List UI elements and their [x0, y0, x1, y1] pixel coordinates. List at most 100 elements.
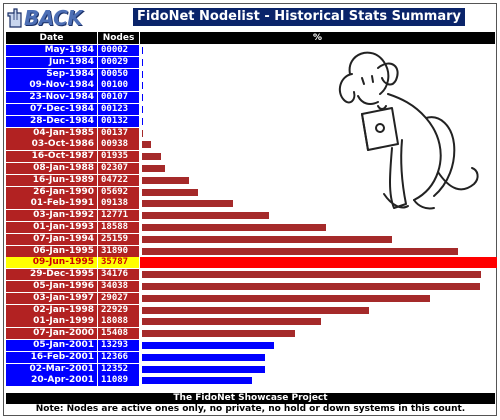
row-bar — [142, 271, 481, 279]
row-date: 16-Jun-1989 — [6, 174, 97, 186]
row-bar — [142, 365, 265, 373]
row-date: 01-Feb-1991 — [6, 198, 97, 210]
table-row: 03-Oct-1986 00938 — [4, 139, 496, 151]
row-nodes: 00029 — [98, 56, 139, 68]
table-row: 23-Nov-1984 00107 — [4, 92, 496, 104]
row-nodes: 13293 — [98, 339, 139, 351]
row-date: 28-Dec-1984 — [6, 115, 97, 127]
table-row: 29-Dec-1995 34176 — [4, 269, 496, 281]
table-row: 01-Jan-1993 18588 — [4, 221, 496, 234]
back-label: BACK — [24, 6, 83, 30]
row-bar — [142, 294, 430, 302]
row-nodes: 00002 — [98, 45, 139, 56]
row-bar — [142, 129, 143, 137]
table-row: 16-Jun-1989 04722 — [4, 174, 496, 187]
row-bar — [142, 247, 458, 255]
row-nodes: 18088 — [98, 316, 139, 328]
row-date: 03-Jan-1992 — [6, 210, 97, 222]
page-title: FidoNet Nodelist - Historical Stats Summ… — [133, 8, 465, 26]
stats-table: May-1984 00002 Jun-1984 00029 Sep-1984 00050 0… — [4, 45, 497, 387]
row-nodes: 18588 — [98, 221, 139, 233]
row-nodes: 00107 — [98, 92, 139, 104]
row-nodes: 12352 — [98, 363, 139, 375]
table-row: 16-Feb-2001 12366 — [4, 351, 496, 364]
fido-dog-icon — [338, 51, 479, 210]
row-date: 29-Dec-1995 — [6, 269, 97, 281]
row-nodes: 11089 — [98, 375, 139, 387]
back-button[interactable]: BACK — [6, 6, 86, 30]
row-date: 01-Jan-1999 — [6, 316, 97, 328]
row-date: 16-Oct-1987 — [6, 151, 97, 163]
row-nodes: 00132 — [98, 115, 139, 127]
row-date: 07-Jan-1994 — [6, 233, 97, 245]
row-nodes: 04722 — [98, 174, 139, 186]
row-date: 09-Jun-1995 — [6, 257, 97, 269]
table-row: 04-Jan-1985 00137 — [4, 127, 496, 140]
row-nodes: 01935 — [98, 151, 139, 163]
row-nodes: 05692 — [98, 186, 139, 198]
table-row: 07-Jan-1994 25159 — [4, 233, 496, 246]
row-date: 23-Nov-1984 — [6, 92, 97, 104]
row-date: 09-Nov-1984 — [6, 80, 97, 92]
table-row: 06-Jan-1995 31890 — [4, 245, 496, 258]
row-nodes: 22929 — [98, 304, 139, 316]
row-bar — [142, 353, 265, 361]
row-bar — [142, 58, 143, 66]
row-bar — [142, 212, 269, 220]
row-bar — [142, 282, 480, 290]
table-row: 08-Jan-1988 02307 — [4, 162, 496, 175]
table-row: 07-Jan-2000 15408 — [4, 328, 496, 340]
row-bar — [142, 306, 369, 314]
row-nodes: 02307 — [98, 162, 139, 174]
row-date: 06-Jan-1995 — [6, 245, 97, 257]
row-bar — [142, 164, 165, 172]
row-date: 07-Dec-1984 — [6, 103, 97, 115]
table-row: 26-Jan-1990 05692 — [4, 186, 496, 199]
row-nodes: 35787 — [98, 257, 139, 269]
row-nodes: 00123 — [98, 103, 139, 115]
row-date: 07-Jan-2000 — [6, 328, 97, 340]
row-date: 20-Apr-2001 — [6, 375, 97, 387]
table-row: 02-Jan-1998 22929 — [4, 304, 496, 317]
note-footer: Note: Nodes are active ones only, no pri… — [35, 404, 466, 414]
row-bar — [142, 341, 274, 349]
row-bar — [142, 94, 143, 102]
row-nodes: 15408 — [98, 328, 139, 340]
row-bar — [142, 153, 161, 161]
row-bar — [142, 377, 252, 385]
row-date: 02-Jan-1998 — [6, 304, 97, 316]
row-nodes: 34176 — [98, 269, 139, 281]
row-date: 03-Oct-1986 — [6, 139, 97, 151]
table-row: 16-Oct-1987 01935 — [4, 151, 496, 163]
table-row: 28-Dec-1984 00132 — [4, 115, 496, 128]
row-bar — [142, 82, 143, 90]
table-row: 09-Nov-1984 00100 — [4, 80, 496, 92]
row-nodes: 00938 — [98, 139, 139, 151]
row-date: 26-Jan-1990 — [6, 186, 97, 198]
stats-panel: BACK FidoNet Nodelist - Historical Stats… — [3, 3, 497, 416]
table-row: 03-Jan-1992 12771 — [4, 210, 496, 222]
row-date: 08-Jan-1988 — [6, 162, 97, 174]
row-bar — [142, 235, 392, 243]
column-header-nodes: Nodes — [98, 32, 139, 44]
row-date: 16-Feb-2001 — [6, 351, 97, 363]
header: BACK FidoNet Nodelist - Historical Stats… — [4, 4, 496, 32]
row-nodes: 09138 — [98, 198, 139, 210]
row-bar — [142, 330, 295, 338]
table-row: 02-Mar-2001 12352 — [4, 363, 496, 376]
row-date: May-1984 — [6, 45, 97, 56]
table-row: 09-Jun-1995 35787 — [4, 257, 497, 269]
highlight-strip — [140, 257, 497, 269]
row-nodes: 34038 — [98, 280, 139, 292]
column-header-date: Date — [6, 32, 97, 44]
row-nodes: 00137 — [98, 127, 139, 139]
table-row: May-1984 00002 — [4, 45, 496, 57]
row-bar — [142, 70, 143, 78]
row-date: 01-Jan-1993 — [6, 221, 97, 233]
row-bar — [142, 318, 321, 326]
row-bar — [142, 47, 143, 54]
table-row: 07-Dec-1984 00123 — [4, 103, 496, 116]
table-row: Sep-1984 00050 — [4, 68, 496, 81]
row-date: 05-Jan-2001 — [6, 339, 97, 351]
project-footer: The FidoNet Showcase Project — [6, 393, 495, 404]
